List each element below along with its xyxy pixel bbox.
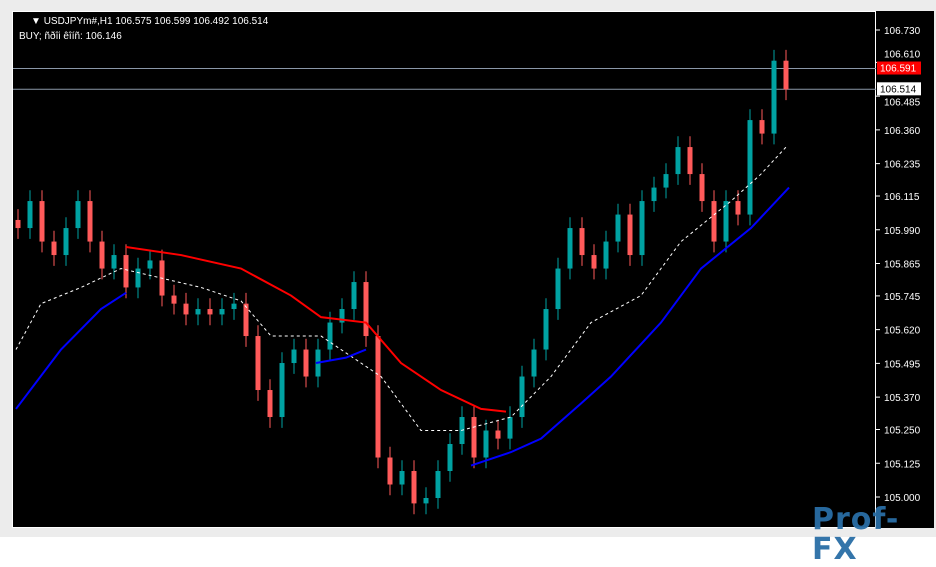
candle-body [255, 336, 261, 391]
candle-body [771, 60, 777, 134]
candle-body [759, 120, 765, 134]
candle-body [75, 201, 81, 229]
candle-body [327, 322, 333, 350]
prof-fx-logo: Prof-FX [812, 502, 900, 567]
y-tick-label: 105.990 [884, 226, 921, 237]
candle-body [171, 295, 177, 304]
symbol-ohlc: USDJPYm#,H1 106.575 106.599 106.492 106.… [43, 16, 269, 27]
y-tick-label: 106.360 [884, 126, 921, 137]
candle-body [495, 430, 501, 439]
candle-body [39, 201, 45, 242]
candle-body [507, 417, 513, 439]
y-tick-label: 105.745 [884, 292, 921, 303]
candle-body [279, 363, 285, 418]
candle-body [615, 214, 621, 242]
price-axis[interactable]: 106.730 106.610 106.485 106.360 106.235 106.1… [876, 11, 934, 528]
price-label-bg-ask [877, 61, 921, 75]
candle-body [267, 390, 273, 418]
candle-body [747, 120, 753, 215]
symbol-header: ▼ USDJPYm#,H1 106.575 106.599 106.492 10… [31, 16, 268, 28]
candle-body [87, 201, 93, 242]
candle-body [99, 241, 105, 269]
candle-body [51, 241, 57, 256]
y-tick-label: 106.115 [884, 192, 920, 203]
candle-body [567, 228, 573, 269]
candle-body [627, 214, 633, 256]
y-tick-label: 105.370 [884, 393, 921, 404]
blue-moving-average [470, 186, 790, 467]
red-moving-average [125, 245, 507, 413]
candle-body [663, 174, 669, 188]
candle-body [15, 219, 21, 229]
price-chart[interactable]: ▼ USDJPYm#,H1 106.575 106.599 106.492 10… [12, 11, 877, 528]
y-tick-label: 105.620 [884, 326, 921, 337]
y-tick-label: 105.125 [884, 459, 921, 470]
price-label-bg-bid [877, 82, 921, 96]
candle-body [195, 309, 201, 315]
candle-body [651, 187, 657, 202]
buy-info: BUY; ñðîi êîíñ: 106.146 [19, 31, 122, 42]
candle-body [483, 430, 489, 458]
candle-body [579, 228, 585, 256]
candle-body [219, 309, 225, 315]
blue-moving-average [315, 348, 367, 365]
collapse-triangle-icon[interactable]: ▼ [31, 16, 44, 27]
candle-body [207, 309, 213, 315]
y-tick-label: 106.235 [884, 160, 921, 171]
candle-body [291, 349, 297, 364]
y-tick-label: 105.495 [884, 359, 921, 370]
candle-body [783, 60, 789, 90]
candle-body [519, 376, 525, 418]
candle-body [435, 471, 441, 498]
candle-body [135, 268, 141, 288]
candle-body [339, 309, 345, 323]
candle-body [471, 417, 477, 458]
y-tick-label: 106.610 [884, 50, 921, 61]
chart-plot [13, 49, 877, 515]
candle-body [711, 201, 717, 242]
candle-body [387, 457, 393, 485]
candle-body [27, 201, 33, 229]
candle-body [531, 349, 537, 377]
candle-body [147, 260, 153, 269]
price-label-bid: 106.514 [880, 84, 917, 95]
candle-body [303, 349, 309, 377]
candle-body [699, 174, 705, 202]
candle-body [675, 147, 681, 175]
y-tick-label: 105.865 [884, 260, 921, 271]
candle-body [447, 444, 453, 472]
y-tick-label: 105.000 [884, 493, 921, 504]
price-axis-svg: 106.730 106.610 106.485 106.360 106.235 106.1… [876, 26, 921, 504]
dashed-moving-average [15, 146, 787, 432]
blue-moving-average [15, 292, 127, 410]
candle-body [111, 255, 117, 269]
candle-body [411, 471, 417, 504]
candle-body [63, 228, 69, 256]
candle-body [723, 201, 729, 242]
y-tick-label: 106.485 [884, 97, 921, 108]
candle-body [687, 147, 693, 175]
candle-body [363, 282, 369, 337]
y-tick-label: 105.250 [884, 426, 921, 437]
candle-body [639, 201, 645, 256]
candle-body [123, 255, 129, 288]
candle-body [375, 336, 381, 458]
candle-body [591, 255, 597, 269]
candle-body [243, 303, 249, 337]
candle-body [183, 303, 189, 315]
candle-body [399, 471, 405, 485]
candle-body [543, 309, 549, 350]
y-tick-label: 106.730 [884, 26, 921, 37]
candle-body [231, 303, 237, 310]
price-label-ask: 106.591 [880, 64, 917, 75]
candle-body [555, 268, 561, 310]
candle-body [423, 498, 429, 504]
candle-body [735, 201, 741, 215]
candle-body [351, 282, 357, 310]
candle-body [603, 241, 609, 269]
